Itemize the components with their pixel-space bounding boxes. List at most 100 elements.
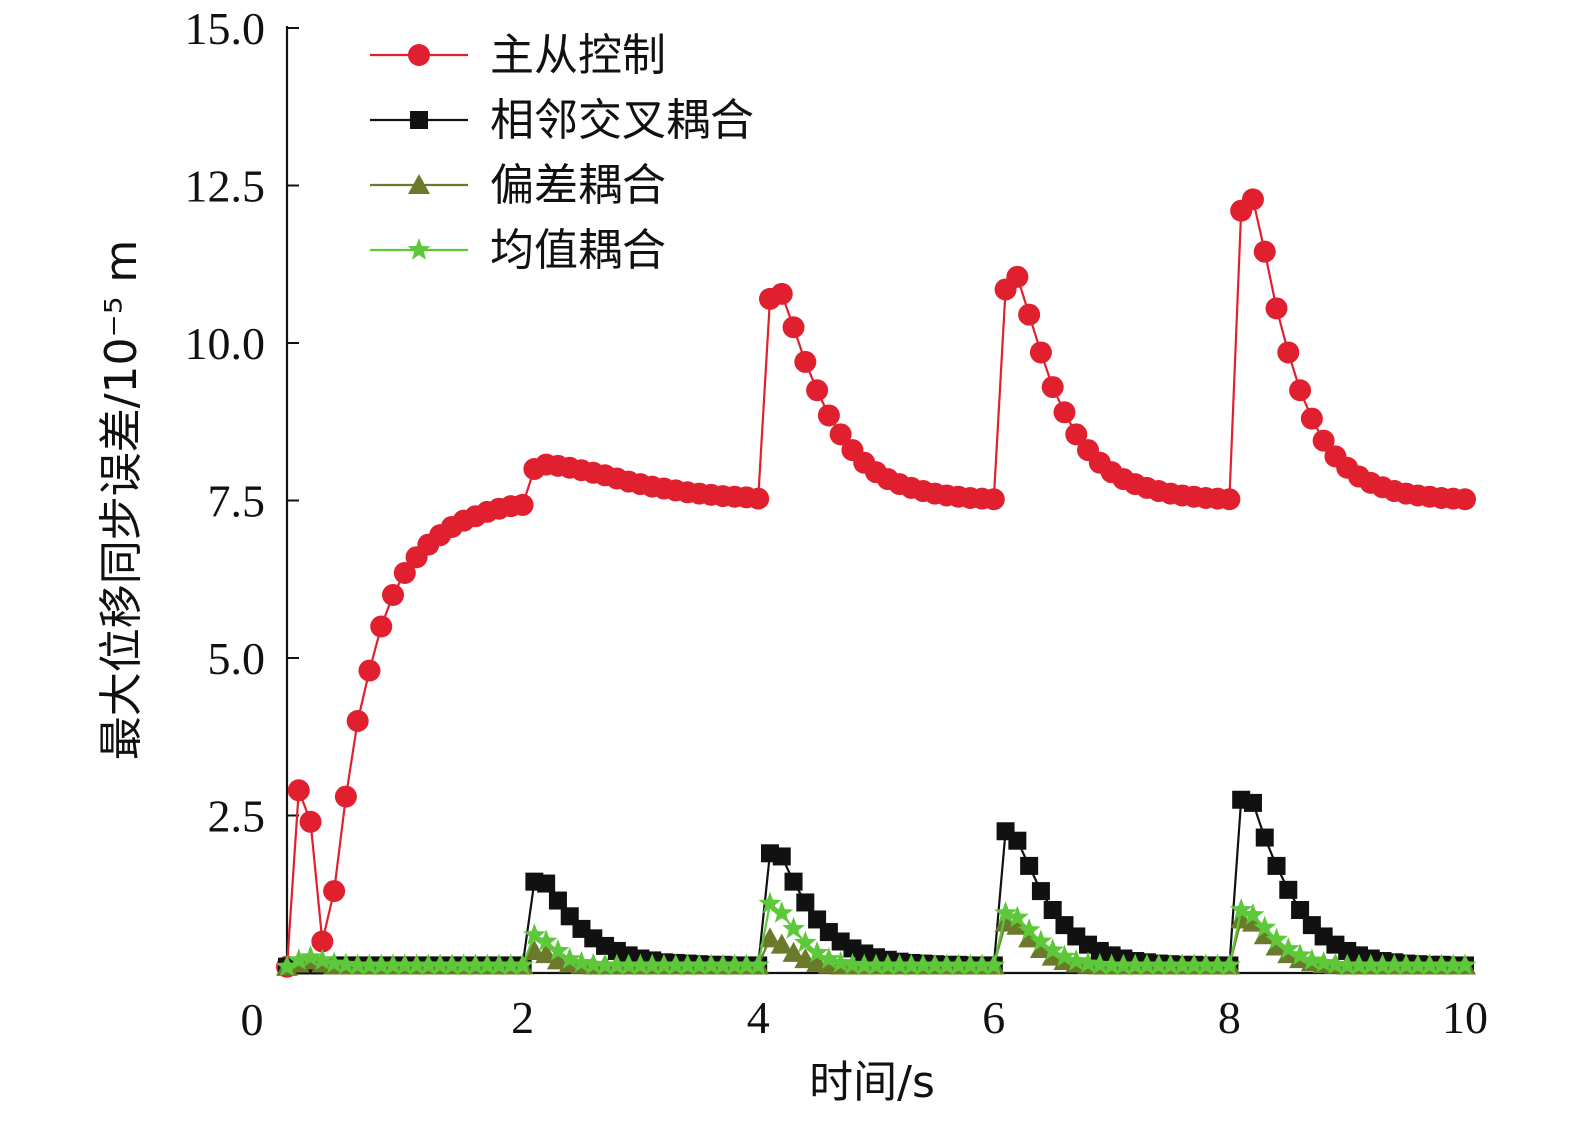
data-point xyxy=(1243,793,1262,812)
data-point xyxy=(1194,953,1218,976)
data-point xyxy=(1041,945,1064,966)
data-point xyxy=(1371,953,1394,976)
data-point xyxy=(970,953,994,976)
data-point xyxy=(1005,905,1029,928)
data-point xyxy=(784,872,803,891)
data-point xyxy=(405,953,428,976)
data-point xyxy=(546,938,570,961)
data-point xyxy=(369,953,393,976)
data-point xyxy=(323,880,346,903)
data-point xyxy=(829,423,852,446)
data-point xyxy=(687,953,711,976)
data-point xyxy=(1041,938,1065,961)
data-point xyxy=(1018,303,1041,326)
data-point xyxy=(876,953,900,976)
data-point xyxy=(464,953,487,976)
data-point xyxy=(899,953,923,976)
data-point xyxy=(782,941,805,962)
data-point xyxy=(534,929,558,952)
data-point xyxy=(581,952,605,975)
data-point xyxy=(1088,952,1112,975)
data-point xyxy=(923,953,947,976)
data-point xyxy=(794,350,817,373)
data-point xyxy=(1008,831,1027,850)
legend-label: 偏差耦合 xyxy=(490,160,666,211)
data-point xyxy=(299,810,322,833)
data-point xyxy=(440,953,464,976)
data-point xyxy=(310,948,334,971)
data-point xyxy=(499,953,523,976)
data-point xyxy=(1159,953,1182,976)
data-point xyxy=(1123,953,1147,976)
data-point xyxy=(287,948,311,971)
y-tick-label: 5.0 xyxy=(208,633,266,684)
data-point xyxy=(475,953,499,976)
data-point xyxy=(758,927,781,948)
data-point xyxy=(747,487,770,510)
x-tick-label: 10 xyxy=(1442,992,1488,1043)
data-point xyxy=(334,952,358,975)
legend-item: 偏差耦合 xyxy=(370,160,666,211)
data-point xyxy=(676,953,699,976)
data-point xyxy=(487,953,511,976)
data-point xyxy=(1064,949,1088,971)
data-point xyxy=(1300,407,1323,430)
data-point xyxy=(1135,953,1159,976)
data-point xyxy=(1053,401,1076,424)
data-point xyxy=(593,953,617,976)
data-point xyxy=(1029,938,1052,959)
data-point xyxy=(1182,953,1206,976)
data-point xyxy=(322,951,346,974)
data-point xyxy=(511,493,534,516)
data-point xyxy=(1006,265,1029,288)
data-point xyxy=(746,953,770,976)
data-point xyxy=(1065,423,1088,446)
legend-item: 相邻交叉耦合 xyxy=(370,95,754,146)
data-point xyxy=(1335,953,1359,976)
data-point xyxy=(1347,953,1371,976)
data-point xyxy=(1111,953,1135,976)
data-point xyxy=(817,947,841,969)
axes: 2.5 5.0 7.5 10.0 12.5 15.0 2 4 6 8 10 0 xyxy=(185,3,1489,1045)
data-point xyxy=(864,953,888,976)
data-point xyxy=(772,847,791,866)
data-point xyxy=(1206,953,1230,976)
data-point xyxy=(1277,341,1300,364)
data-point xyxy=(640,953,664,976)
data-point xyxy=(1253,915,1277,938)
legend-marker xyxy=(408,44,430,66)
data-point xyxy=(770,901,794,923)
data-point xyxy=(1279,880,1298,899)
data-point xyxy=(711,953,735,976)
data-point xyxy=(1241,188,1264,211)
data-point xyxy=(287,779,310,802)
y-tick-label: 10.0 xyxy=(185,318,266,369)
y-tick-label: 12.5 xyxy=(185,161,266,212)
data-point xyxy=(1031,882,1050,901)
legend-item: 主从控制 xyxy=(370,30,666,81)
data-point xyxy=(511,953,535,976)
data-point xyxy=(1418,953,1442,976)
data-point xyxy=(1041,376,1064,399)
data-point xyxy=(805,940,829,963)
data-point xyxy=(1382,953,1406,976)
data-point xyxy=(982,953,1006,976)
x-tick-label: 6 xyxy=(982,992,1005,1043)
data-point xyxy=(829,950,853,973)
data-point xyxy=(911,953,935,976)
data-point xyxy=(381,953,405,976)
data-point xyxy=(311,930,334,953)
plot-area xyxy=(275,188,1477,978)
data-point xyxy=(1076,951,1100,974)
data-point xyxy=(1394,953,1418,976)
data-point xyxy=(416,953,440,976)
y-tick-label: 15.0 xyxy=(185,3,266,54)
data-point xyxy=(958,953,982,976)
data-point xyxy=(782,916,805,939)
data-point xyxy=(275,954,299,977)
y-tick-label: 2.5 xyxy=(208,791,266,842)
data-point xyxy=(841,952,864,975)
data-point xyxy=(393,953,417,976)
data-point xyxy=(617,953,641,976)
